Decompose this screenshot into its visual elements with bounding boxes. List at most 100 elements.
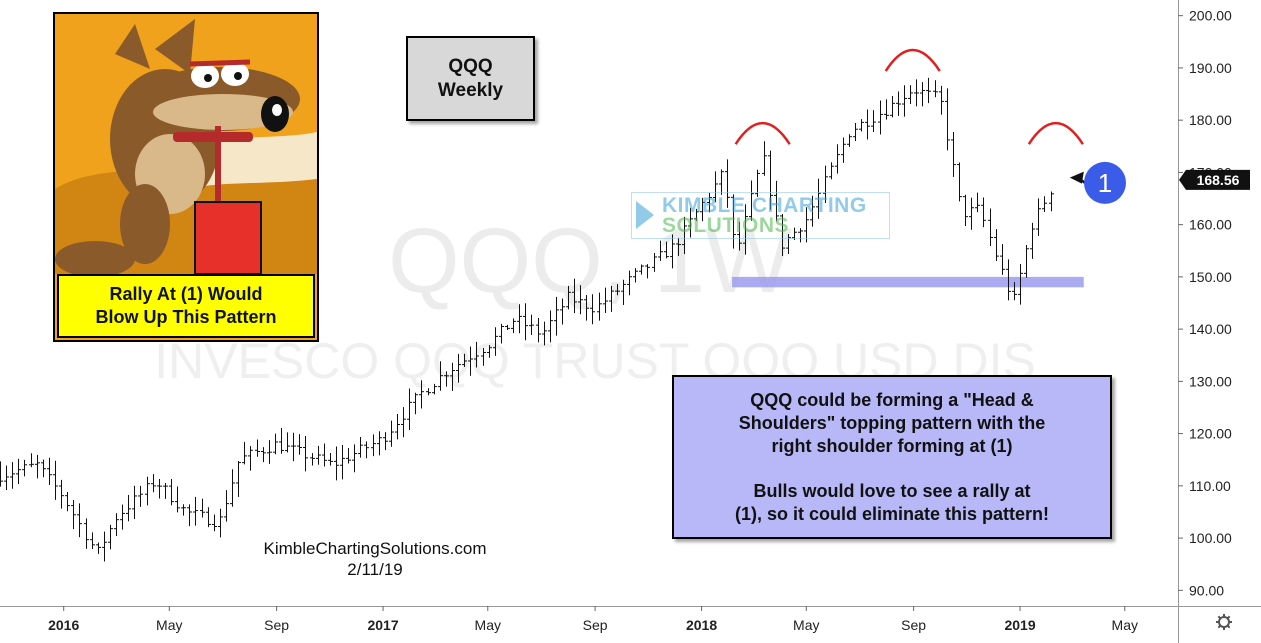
ohlc-bar — [731, 194, 736, 249]
ohlc-bar — [578, 285, 583, 315]
ohlc-bar — [138, 485, 143, 507]
marker-arrowhead — [1069, 171, 1084, 184]
watermark-logo-line2: SOLUTIONS — [662, 213, 790, 237]
ohlc-bar — [798, 228, 803, 243]
ohlc-bar — [41, 459, 46, 478]
ohlc-bar — [1024, 244, 1029, 278]
price-bars — [0, 77, 1054, 562]
ohlc-bar — [285, 432, 290, 453]
ohlc-bar — [102, 531, 107, 562]
ohlc-bar — [1049, 191, 1054, 212]
y-tick-label: 110.00 — [1189, 478, 1231, 494]
gear-tooth — [1217, 615, 1222, 620]
ohlc-bar — [77, 503, 82, 538]
ohlc-bar — [487, 345, 492, 358]
ohlc-bar — [474, 341, 479, 368]
ohlc-bar — [890, 95, 895, 118]
ohlc-bar — [700, 197, 705, 222]
ohlc-bar — [572, 278, 577, 314]
ohlc-bar — [908, 85, 913, 105]
ohlc-bar — [804, 207, 809, 243]
ohlc-bar — [829, 162, 834, 180]
ohlc-bar — [22, 459, 27, 477]
ohlc-bar — [377, 431, 382, 456]
annotation-line3: right shoulder forming at (1) — [771, 435, 1013, 456]
ohlc-bar — [383, 432, 388, 451]
ohlc-bar — [816, 178, 821, 219]
pattern-arc-left-shoulder — [734, 121, 791, 145]
ohlc-bar — [230, 469, 235, 507]
ohlc-bar — [981, 197, 986, 228]
price-flag-icon — [1179, 169, 1250, 190]
annotation-line4: Bulls would love to see a rally at — [753, 480, 1031, 501]
ohlc-bar — [310, 453, 315, 466]
ohlc-bar — [291, 432, 296, 462]
ohlc-bar — [517, 304, 522, 334]
x-tick-label: Sep — [583, 617, 608, 633]
ohlc-bar — [505, 324, 510, 331]
pattern-arc-head — [884, 48, 941, 72]
ohlc-bar — [181, 504, 186, 516]
ohlc-bar — [536, 318, 541, 343]
ohlc-bar — [126, 494, 131, 522]
ohlc-bar — [768, 150, 773, 210]
ohlc-bar — [957, 162, 962, 202]
ohlc-bar — [902, 85, 907, 117]
marker-layer: 1 168.56 — [1069, 161, 1250, 204]
logo-mark-icon — [636, 201, 654, 229]
ohlc-bar — [1042, 196, 1047, 213]
ohlc-bar — [1030, 222, 1035, 259]
y-tick-label: 180.00 — [1189, 112, 1232, 128]
y-tick-label: 140.00 — [1189, 321, 1232, 337]
ohlc-bar — [236, 460, 241, 497]
ohlc-bar — [1006, 259, 1011, 301]
annotation-line5: (1), so it could eliminate this pattern! — [734, 503, 1050, 524]
x-tick-label: May — [156, 617, 182, 633]
ohlc-bar — [658, 240, 663, 261]
ohlc-bar — [328, 453, 333, 466]
ohlc-bar — [481, 348, 486, 366]
ohlc-bar — [511, 318, 516, 334]
gear-ring — [1218, 616, 1230, 628]
ohlc-bar — [413, 392, 418, 415]
credit: KimbleChartingSolutions.com 2/11/19 — [230, 538, 520, 580]
ohlc-bar — [53, 460, 58, 500]
y-tick-label: 190.00 — [1189, 60, 1232, 76]
ohlc-bar — [548, 310, 553, 343]
ohlc-bar — [71, 500, 76, 530]
ohlc-bar — [694, 208, 699, 222]
chart-title-line2: Weekly — [437, 79, 504, 101]
ohlc-bar — [499, 323, 504, 344]
ohlc-bar — [1012, 282, 1017, 301]
ohlc-bar — [542, 321, 547, 346]
last-price-label: 168.56 — [1197, 172, 1240, 188]
ohlc-bar — [560, 298, 565, 325]
ohlc-bar — [633, 268, 638, 283]
coyote-illustration — [55, 14, 317, 274]
gear-tooth — [1226, 624, 1231, 629]
ohlc-bar — [371, 434, 376, 457]
ohlc-bar — [859, 119, 864, 132]
ohlc-bar — [279, 427, 284, 454]
ohlc-bar — [871, 110, 876, 133]
ohlc-bar — [322, 443, 327, 467]
support-layer — [732, 276, 1084, 288]
ohlc-bar — [713, 171, 718, 203]
watermark-logo: KIMBLE CHARTING SOLUTIONS — [631, 192, 890, 239]
ohlc-bar — [438, 361, 443, 391]
ohlc-bar — [65, 492, 70, 512]
x-tick-label: 2016 — [48, 617, 79, 633]
x-tick-label: May — [793, 617, 819, 633]
ohlc-bar — [682, 216, 687, 255]
ohlc-bar — [566, 285, 571, 310]
ohlc-bar — [988, 208, 993, 247]
annotation-line1: QQQ could be forming a "Head & — [750, 389, 1034, 410]
ohlc-bar — [255, 439, 260, 457]
ohlc-bar — [933, 80, 938, 98]
coyote-caption-line1: Rally At (1) Would — [109, 284, 263, 304]
ohlc-bar — [823, 165, 828, 204]
ohlc-bar — [774, 180, 779, 222]
ohlc-bar — [939, 85, 944, 115]
